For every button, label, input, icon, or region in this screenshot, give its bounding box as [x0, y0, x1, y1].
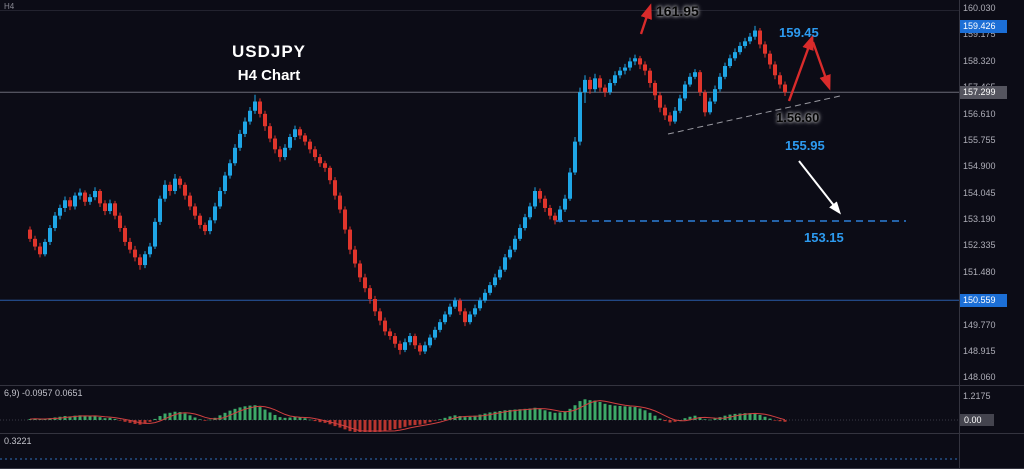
price-axis-highlight-box: 159.426	[960, 20, 1007, 34]
arrow-bounce-up	[787, 34, 814, 102]
price-axis-label: 149.770	[963, 319, 996, 330]
price-axis-label: 152.335	[963, 240, 996, 251]
resistance-price-label: 159.45	[779, 25, 819, 40]
macd-axis-max-label: 1.2175	[963, 391, 991, 401]
price-axis-label: 159.175	[963, 29, 996, 40]
timeframe-subtitle: H4 Chart	[237, 67, 301, 84]
price-axis-highlight-box: 150.559	[960, 293, 1007, 307]
macd-indicator-label: 6,9) -0.0957 0.0651	[4, 388, 83, 398]
arrow-breakout	[639, 3, 652, 35]
price-axis-label: 153.190	[963, 214, 996, 225]
candlestick-series	[28, 25, 787, 356]
price-axis-label: 160.030	[963, 3, 996, 13]
price-axis-highlight-box: 157.299	[960, 85, 1007, 99]
price-axis-label: 158.320	[963, 55, 996, 66]
drawn-annotations	[0, 3, 958, 460]
symbol-title: USDJPY	[231, 42, 307, 61]
timeframe-label: H4	[4, 2, 15, 11]
mid-price-label: 155.95	[785, 138, 825, 153]
chart-title-block: USDJPY H4 Chart	[194, 42, 344, 84]
price-axis-label: 148.915	[963, 346, 996, 356]
target-price-label: 161.95	[656, 3, 699, 19]
macd-signal-line	[29, 400, 786, 432]
arrow-reject-down	[811, 41, 831, 91]
macd-histogram	[28, 399, 787, 432]
price-axis-label: 151.480	[963, 266, 996, 277]
price-axis-label: 156.610	[963, 108, 996, 119]
pane3-indicator-label: 0.3221	[4, 436, 32, 446]
arrow-drop-white	[798, 160, 842, 215]
support-price-label: 153.15	[804, 230, 844, 245]
trendline-price-label: 1.56.60	[776, 110, 820, 125]
price-axis-label: 155.755	[963, 134, 996, 145]
price-axis-label: 154.045	[963, 187, 996, 198]
price-axis-label: 154.900	[963, 161, 996, 172]
price-axis-label: 148.060	[963, 372, 996, 383]
macd-axis-zero-box: 0.00	[960, 414, 994, 426]
